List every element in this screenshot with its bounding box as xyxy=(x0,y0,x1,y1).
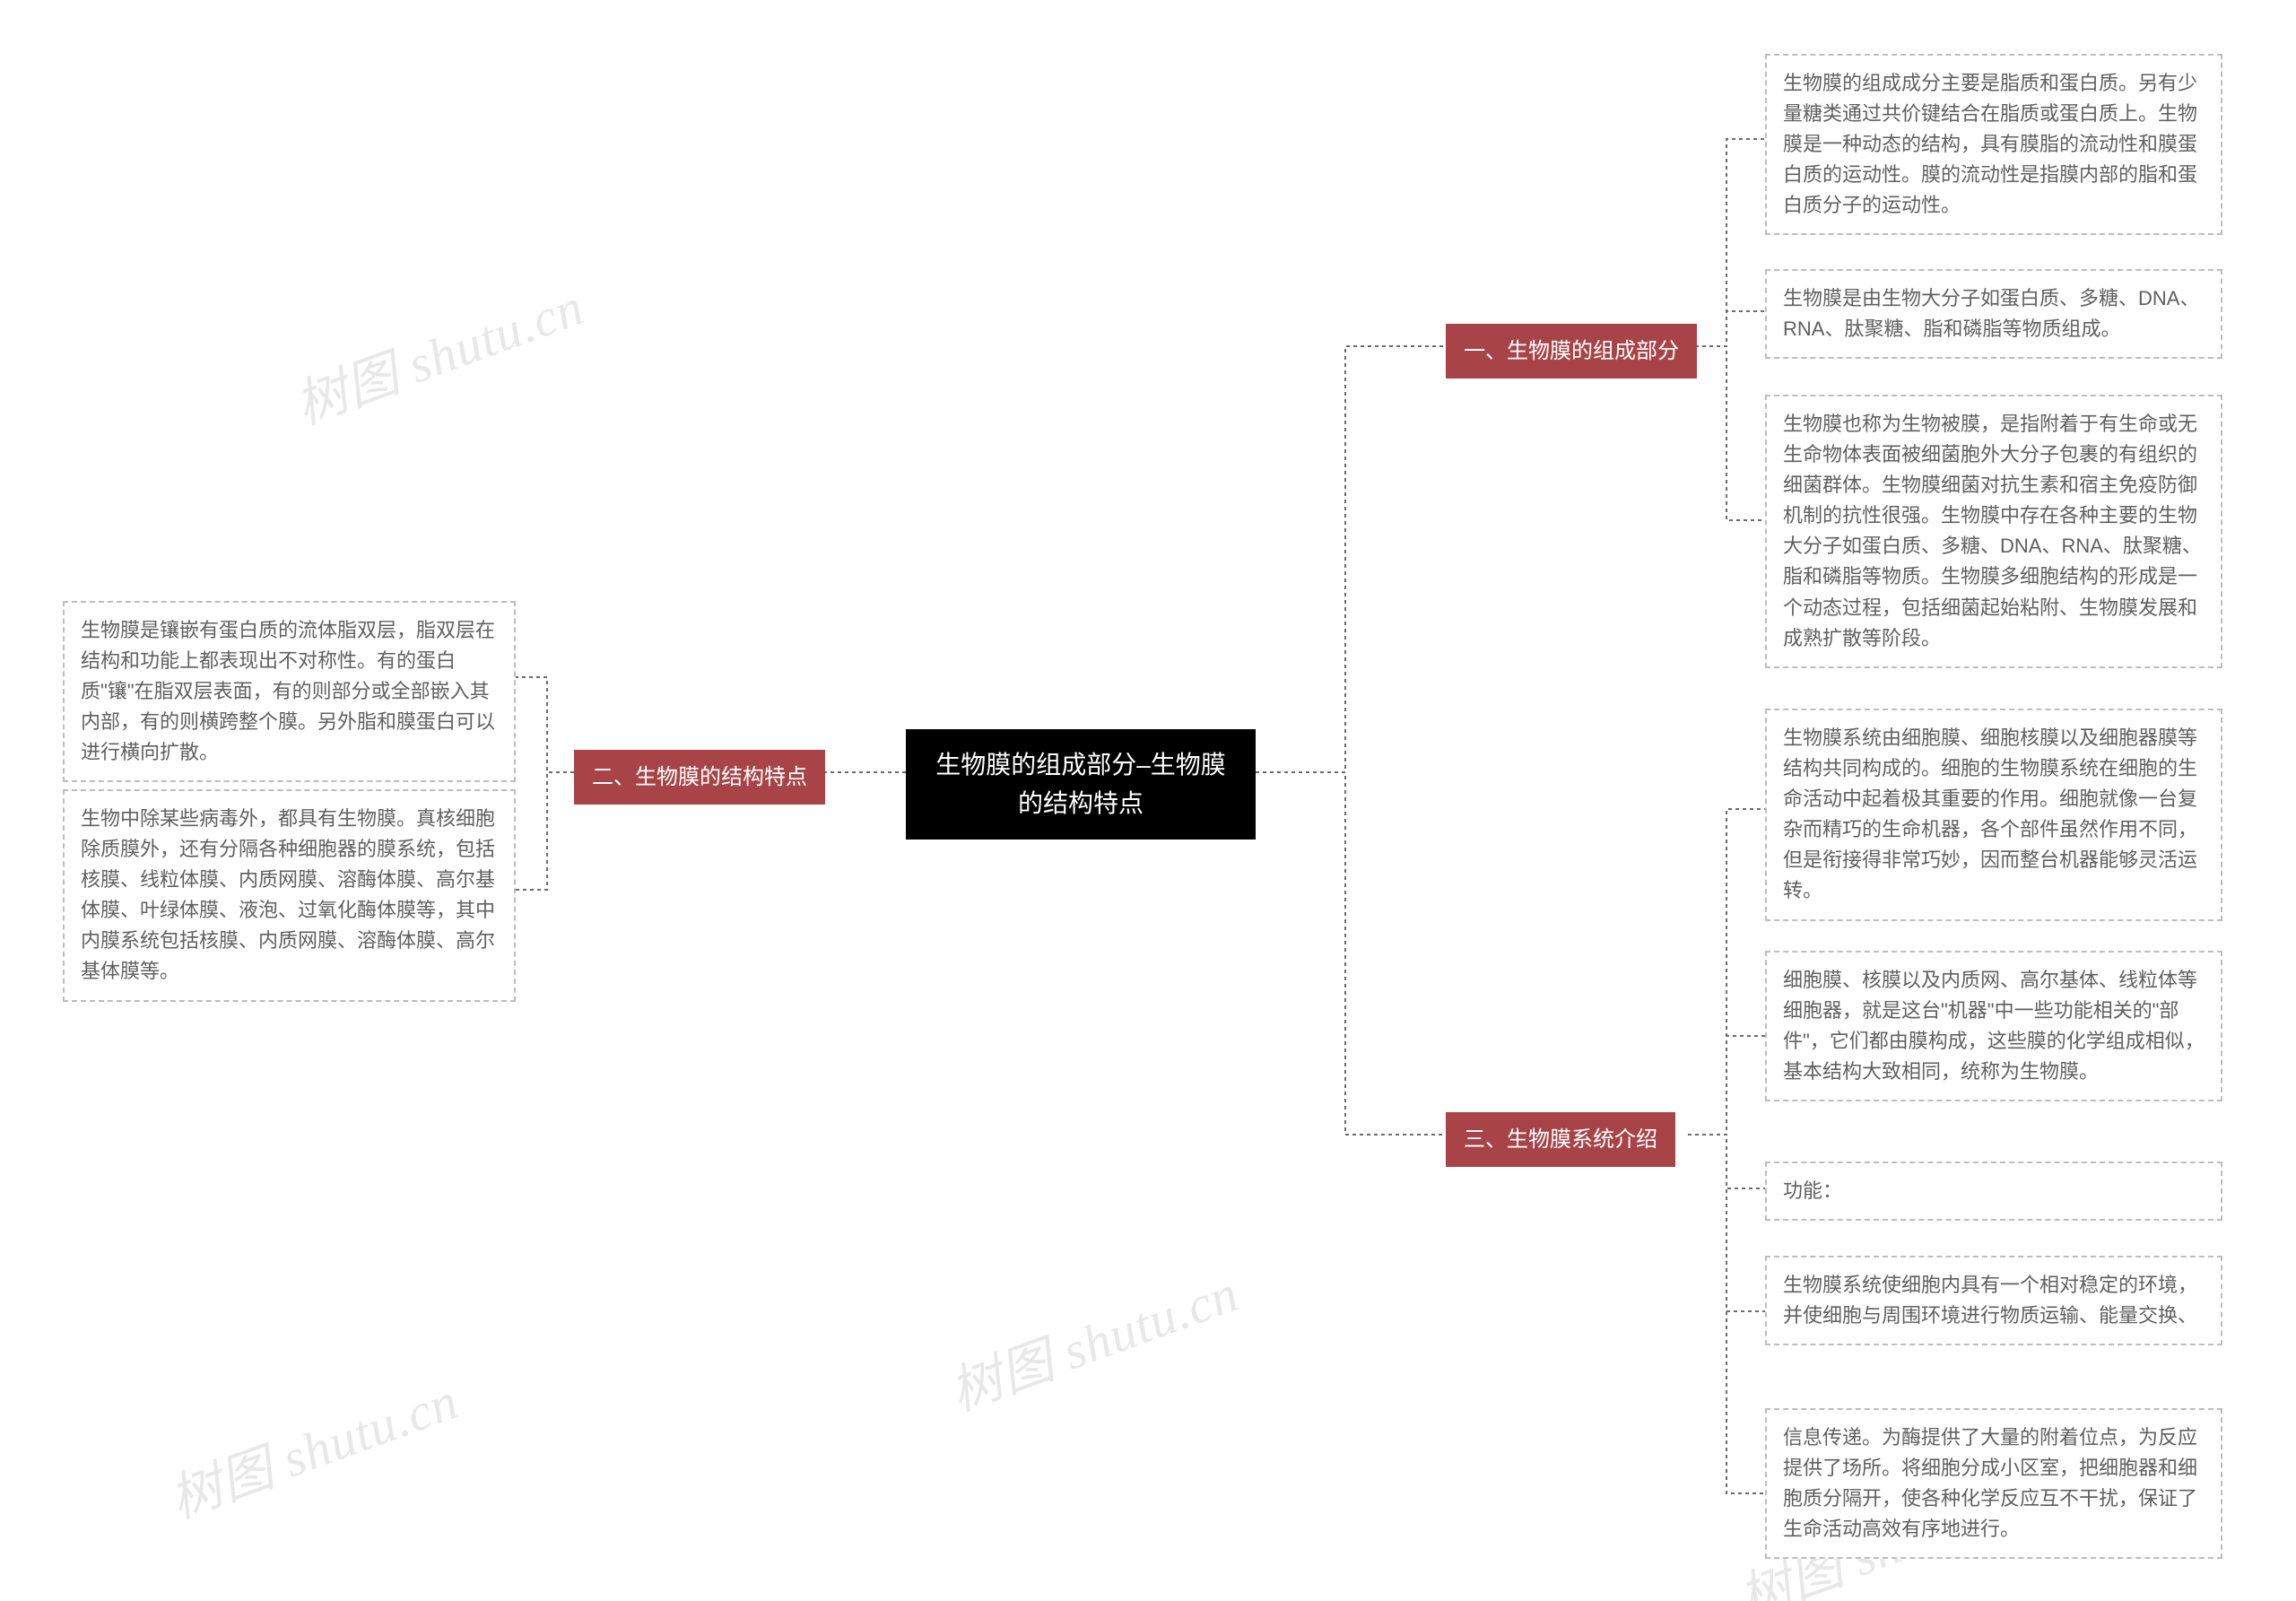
center-node: 生物膜的组成部分–生物膜 的结构特点 xyxy=(906,729,1256,840)
leaf-3c: 功能： xyxy=(1765,1162,2222,1221)
leaf-2a: 生物膜是镶嵌有蛋白质的流体脂双层，脂双层在结构和功能上都表现出不对称性。有的蛋白… xyxy=(63,601,516,782)
leaf-3e: 信息传递。为酶提供了大量的附着位点，为反应提供了场所。将细胞分成小区室，把细胞器… xyxy=(1765,1408,2222,1559)
leaf-1a: 生物膜的组成成分主要是脂质和蛋白质。另有少量糖类通过共价键结合在脂质或蛋白质上。… xyxy=(1765,54,2222,235)
watermark: 树图 shutu.cn xyxy=(283,265,593,439)
leaf-1b: 生物膜是由生物大分子如蛋白质、多糖、DNA、RNA、肽聚糖、脂和磷脂等物质组成。 xyxy=(1765,269,2222,359)
leaf-3b: 细胞膜、核膜以及内质网、高尔基体、线粒体等细胞器，就是这台"机器"中一些功能相关… xyxy=(1765,951,2222,1101)
watermark: 树图 shutu.cn xyxy=(158,1359,467,1533)
center-line1: 生物膜的组成部分–生物膜 xyxy=(926,745,1236,784)
watermark: 树图 shutu.cn xyxy=(938,1251,1248,1425)
center-line2: 的结构特点 xyxy=(926,784,1236,822)
branch-3: 三、生物膜系统介绍 xyxy=(1446,1112,1675,1167)
branch-1: 一、生物膜的组成部分 xyxy=(1446,324,1697,378)
leaf-2b: 生物中除某些病毒外，都具有生物膜。真核细胞除质膜外，还有分隔各种细胞器的膜系统，… xyxy=(63,789,516,1002)
leaf-1c: 生物膜也称为生物被膜，是指附着于有生命或无生命物体表面被细菌胞外大分子包裹的有组… xyxy=(1765,395,2222,668)
leaf-3d: 生物膜系统使细胞内具有一个相对稳定的环境，并使细胞与周围环境进行物质运输、能量交… xyxy=(1765,1256,2222,1345)
branch-2: 二、生物膜的结构特点 xyxy=(574,750,825,805)
leaf-3a: 生物膜系统由细胞膜、细胞核膜以及细胞器膜等结构共同构成的。细胞的生物膜系统在细胞… xyxy=(1765,709,2222,921)
